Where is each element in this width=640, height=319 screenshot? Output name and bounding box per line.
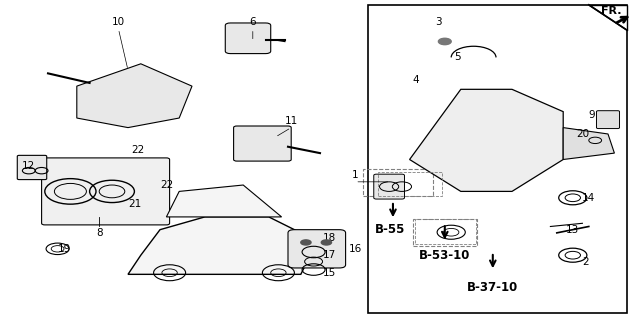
Polygon shape	[589, 5, 627, 30]
Polygon shape	[128, 217, 307, 274]
Text: 1: 1	[352, 170, 358, 181]
Text: 14: 14	[582, 193, 595, 203]
Text: B-53-10: B-53-10	[419, 249, 470, 262]
FancyBboxPatch shape	[288, 230, 346, 268]
Text: 19: 19	[58, 244, 70, 254]
Text: 4: 4	[413, 75, 419, 85]
Text: 20: 20	[576, 129, 589, 139]
Text: 15: 15	[323, 268, 336, 278]
Text: 10: 10	[112, 17, 125, 27]
Text: 3: 3	[435, 17, 442, 27]
Polygon shape	[410, 89, 563, 191]
FancyBboxPatch shape	[225, 23, 271, 54]
Text: 8: 8	[96, 228, 102, 238]
Text: 17: 17	[323, 250, 336, 260]
Text: 2: 2	[582, 256, 589, 267]
Polygon shape	[166, 185, 282, 217]
Text: 5: 5	[454, 52, 461, 63]
FancyBboxPatch shape	[374, 174, 404, 199]
FancyBboxPatch shape	[234, 126, 291, 161]
FancyBboxPatch shape	[596, 111, 620, 129]
Text: 22: 22	[131, 145, 144, 155]
Text: 13: 13	[566, 225, 579, 235]
Text: 21: 21	[128, 199, 141, 209]
FancyBboxPatch shape	[42, 158, 170, 225]
Text: B-55: B-55	[375, 223, 406, 236]
Polygon shape	[77, 64, 192, 128]
Text: 12: 12	[22, 161, 35, 171]
Polygon shape	[563, 128, 614, 160]
Text: 22: 22	[160, 180, 173, 190]
Circle shape	[301, 240, 311, 245]
Text: 16: 16	[349, 244, 362, 254]
Circle shape	[438, 38, 451, 45]
Text: 18: 18	[323, 233, 336, 243]
Text: 6: 6	[250, 17, 256, 27]
Circle shape	[321, 240, 332, 245]
Text: B-37-10: B-37-10	[467, 281, 518, 293]
Text: FR.: FR.	[601, 6, 621, 16]
Text: 9: 9	[589, 110, 595, 120]
FancyBboxPatch shape	[17, 155, 47, 180]
Text: 11: 11	[285, 116, 298, 126]
